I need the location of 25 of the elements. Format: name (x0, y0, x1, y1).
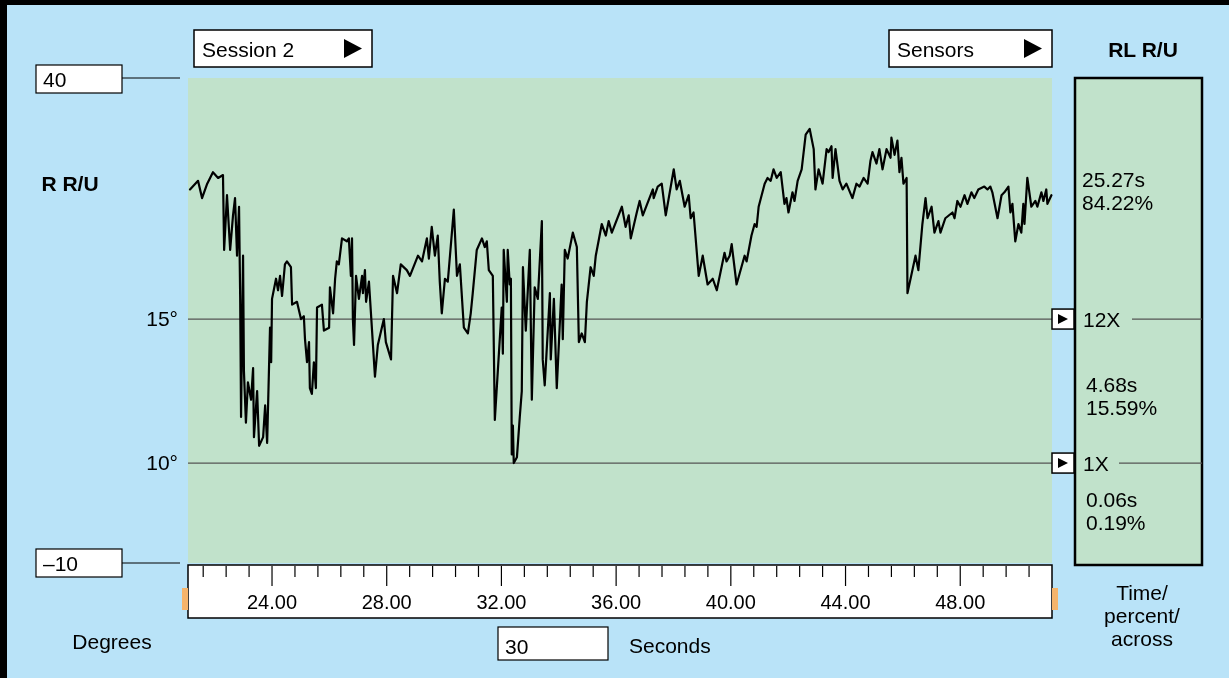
y-tick-label: 10° (146, 451, 178, 475)
text: Degrees (72, 630, 152, 653)
y-axis-title: R R/U (41, 172, 99, 195)
x-tick-label: 36.00 (591, 591, 642, 613)
y-tick-label: 15° (146, 307, 178, 331)
text: Sensors (897, 38, 975, 61)
x-axis-title: Seconds (629, 634, 711, 657)
text: 4.68s 15.59% (1086, 373, 1158, 419)
x-tick-label: 44.00 (820, 591, 871, 613)
text: Time/ percent/ across (1104, 581, 1181, 650)
x-tick-label: 48.00 (935, 591, 986, 613)
x-tick-label: 40.00 (705, 591, 756, 613)
text: –10 (43, 552, 79, 575)
x-tick-label: 24.00 (246, 591, 298, 613)
x-tick-label: 28.00 (361, 591, 412, 613)
text: 30 (505, 635, 529, 658)
text: Session 2 (202, 38, 295, 61)
text: 40 (43, 68, 67, 91)
text: RL R/U (1108, 38, 1178, 61)
line-series (188, 127, 1053, 465)
text: 25.27s 84.22% (1082, 168, 1154, 214)
x-tick-label: 32.00 (476, 591, 527, 613)
text: 0.06s 0.19% (1086, 488, 1146, 534)
ref-line-label: 1X (1083, 452, 1109, 476)
ref-line-label: 12X (1083, 308, 1121, 332)
